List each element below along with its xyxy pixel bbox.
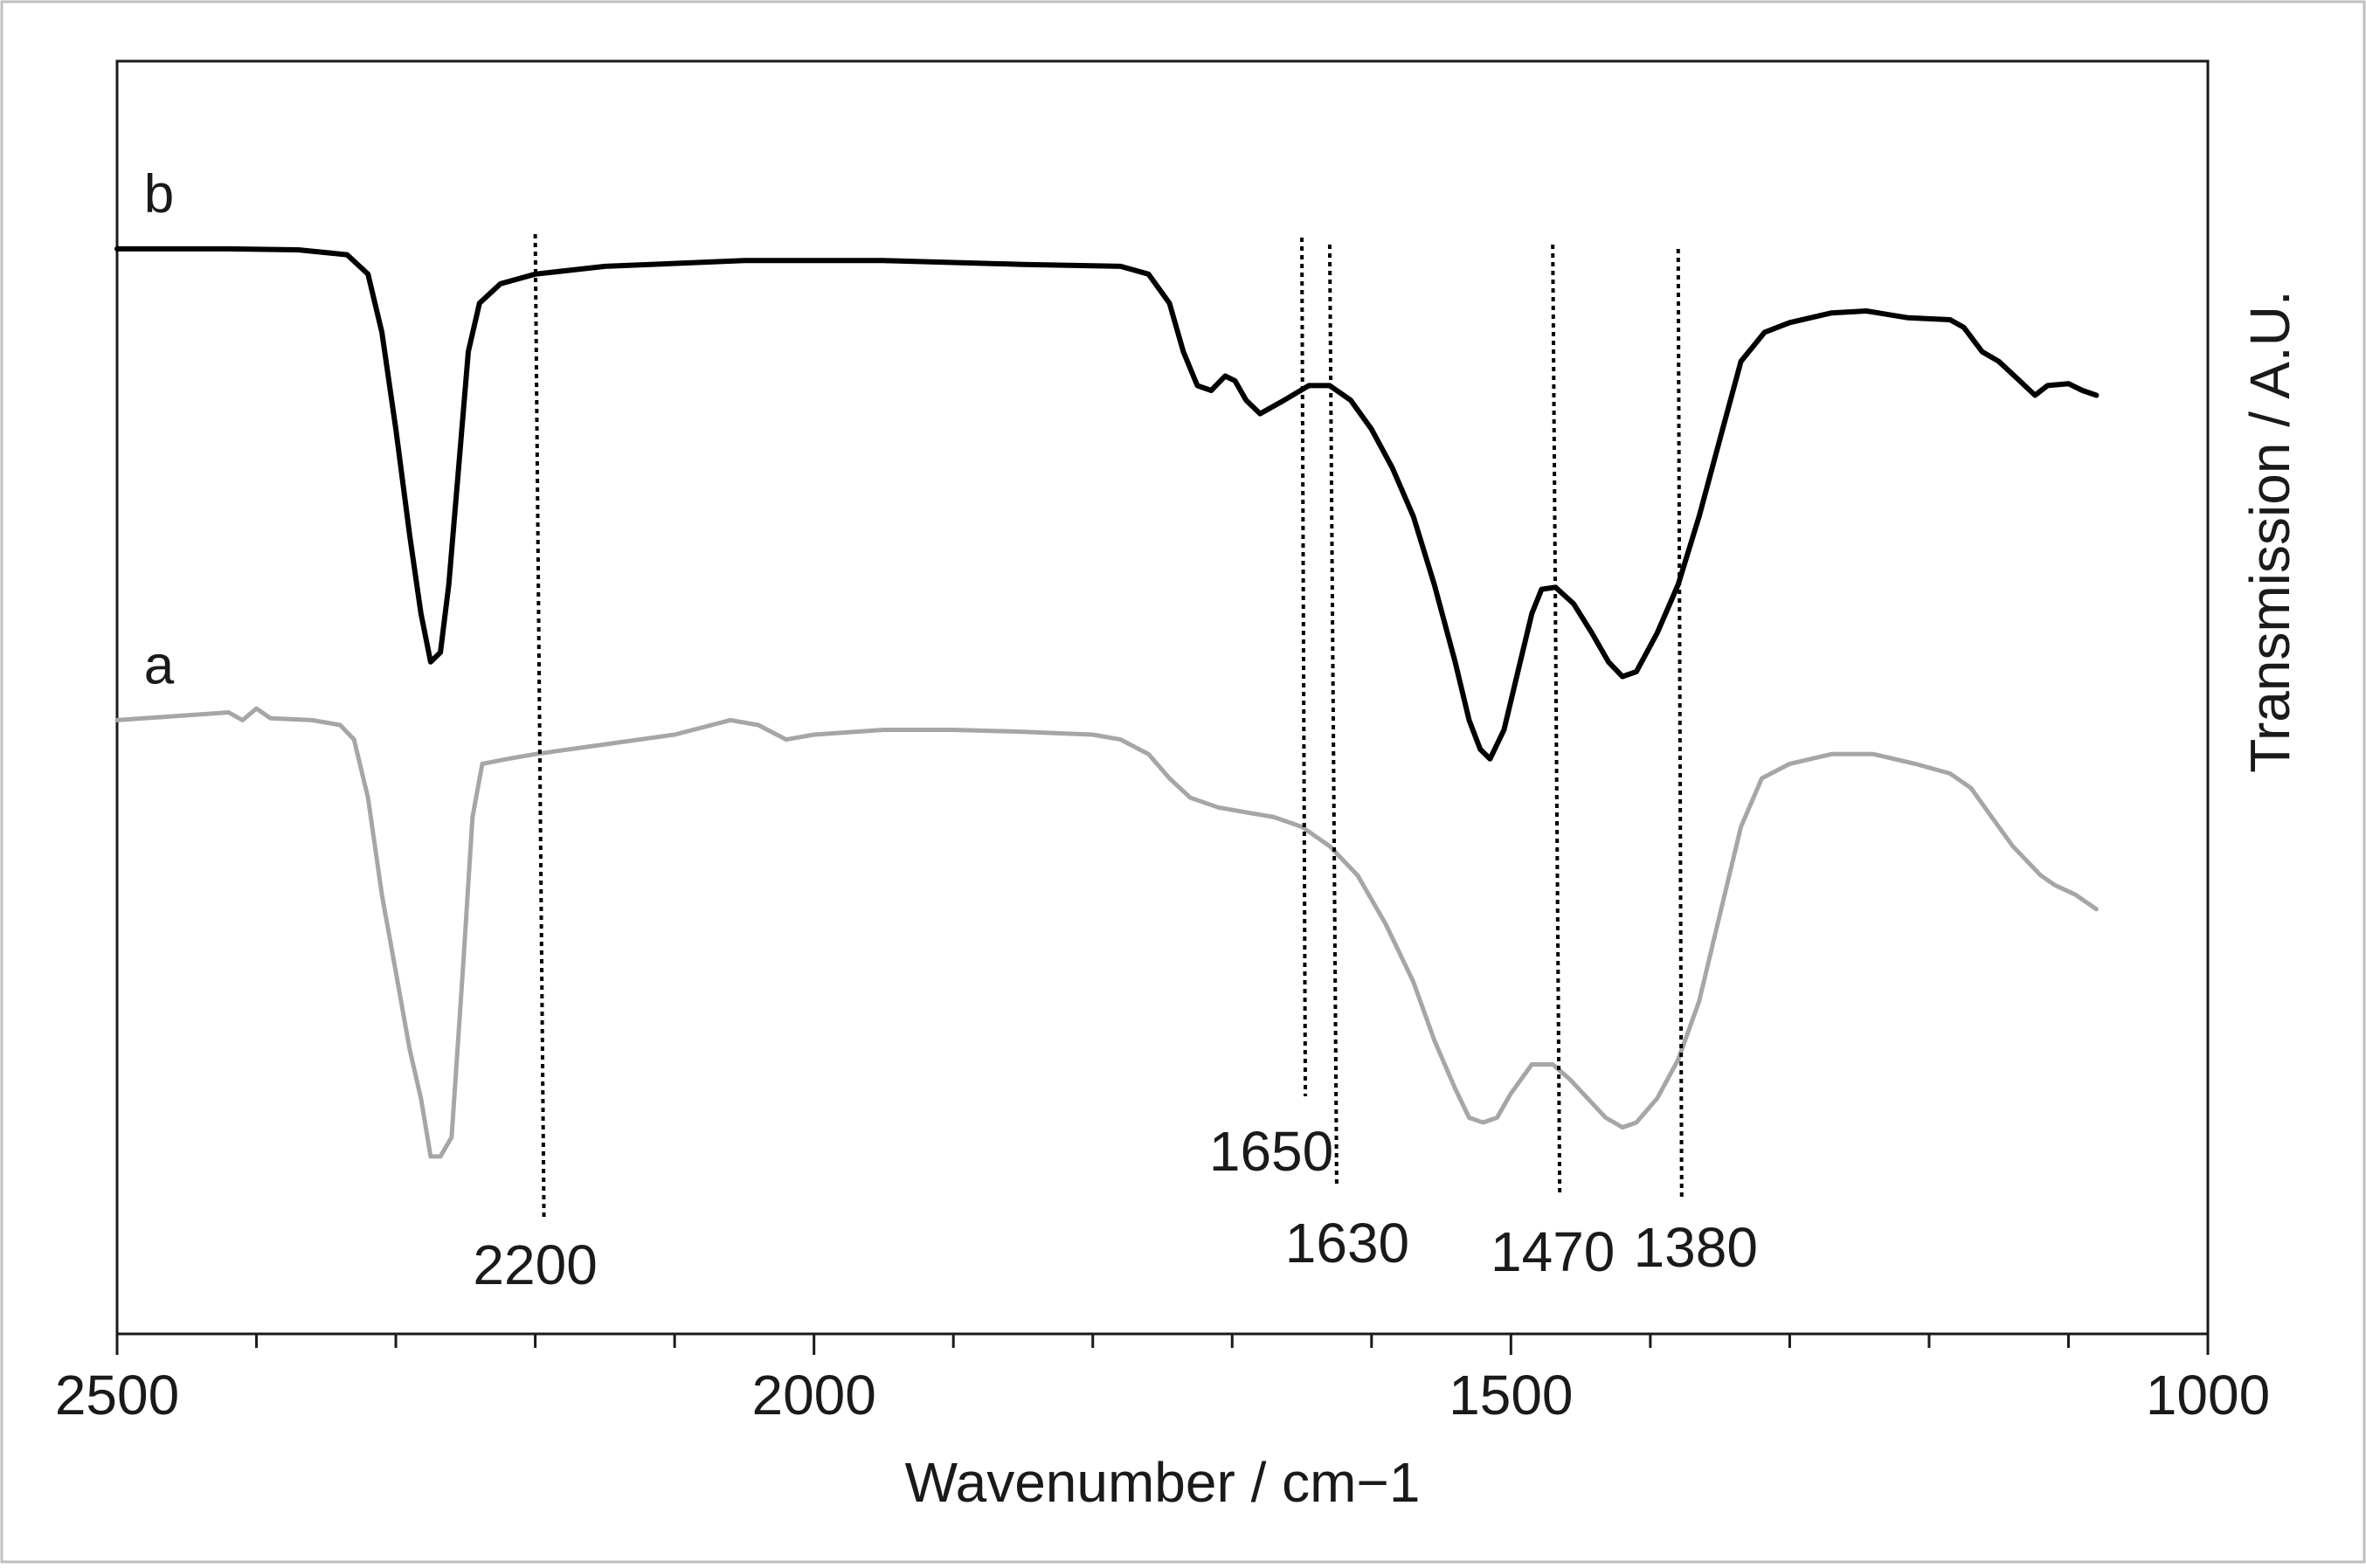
peak-labels: 2200 1650 1630 1470 1380 (473, 1120, 1758, 1296)
peak-line-2200 (533, 233, 546, 1219)
series-label-a: a (144, 635, 175, 695)
x-tick-label-2000: 2000 (751, 1364, 875, 1426)
x-tick-label-1500: 1500 (1449, 1364, 1573, 1426)
x-minor-ticks (115, 1334, 2210, 1355)
spectrum-series (114, 245, 2100, 1159)
peak-line-1650 (1300, 237, 1308, 1097)
series-labels: ba (144, 164, 175, 695)
series-line-a (114, 706, 2099, 1159)
peak-label-1380: 1380 (1634, 1216, 1758, 1279)
x-tick-label-2500: 2500 (55, 1364, 179, 1426)
series-line-b (114, 245, 2100, 762)
y-axis-title: Transmission / A.U. (2238, 290, 2301, 772)
peak-label-1630: 1630 (1285, 1212, 1409, 1274)
x-tick-label-1000: 1000 (2146, 1364, 2270, 1426)
peak-label-1470: 1470 (1491, 1220, 1615, 1283)
peak-label-2200: 2200 (473, 1233, 597, 1296)
peak-label-1650: 1650 (1209, 1120, 1333, 1183)
x-tick-labels: 2500 2000 1500 1000 (55, 1364, 2270, 1426)
peak-line-1470 (1551, 244, 1562, 1198)
plot-frame (115, 59, 2210, 1336)
x-axis-title: Wavenumber / cm−1 (905, 1451, 1421, 1514)
peak-marker-lines (533, 233, 1684, 1219)
series-label-b: b (144, 164, 174, 224)
peak-line-1380 (1676, 248, 1684, 1198)
